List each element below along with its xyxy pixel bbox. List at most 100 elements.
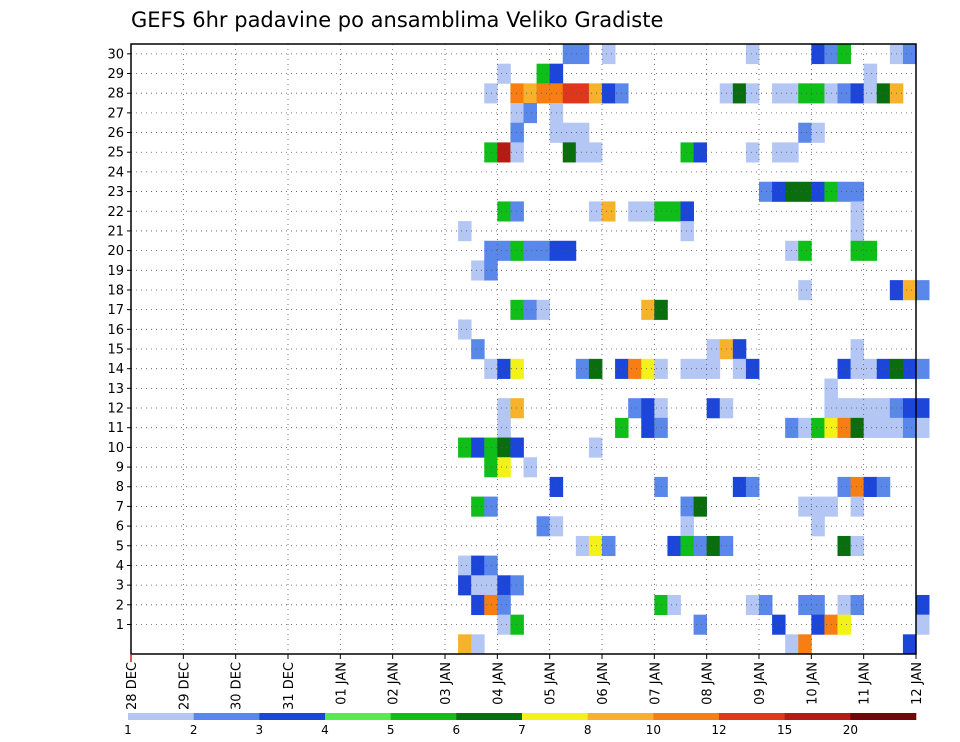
cell-68 (628, 201, 642, 222)
cell-209 (745, 594, 760, 616)
legend-label-8: 8 (584, 723, 592, 737)
x-tick-label-8: 05 JAN (544, 662, 559, 705)
cell-212 (811, 594, 825, 616)
cell-201 (484, 575, 498, 596)
cell-117 (732, 358, 747, 379)
cell-225 (471, 634, 485, 655)
legend-swatch-10 (784, 713, 851, 720)
cell-64 (497, 201, 511, 222)
cell-179 (811, 496, 825, 517)
cell-206 (497, 594, 511, 616)
cell-215 (916, 594, 930, 616)
cell-161 (510, 437, 524, 458)
cell-178 (798, 496, 812, 517)
y-tick-label-6: 6 (116, 520, 124, 535)
cell-151 (850, 417, 865, 438)
cell-213 (837, 594, 851, 616)
cell-12 (863, 63, 878, 84)
legend-label-5: 5 (387, 723, 395, 737)
y-tick-label-25: 25 (107, 146, 124, 161)
y-tick-label-5: 5 (116, 539, 124, 554)
cell-1 (575, 44, 590, 65)
cell-142 (497, 417, 511, 438)
cell-118 (745, 358, 760, 379)
y-tick-label-8: 8 (116, 480, 124, 495)
legend-label-15: 15 (777, 723, 792, 737)
grid-lines (131, 44, 916, 654)
cell-135 (837, 398, 851, 419)
cell-172 (863, 476, 878, 497)
x-tick-label-3: 31 DEC (282, 662, 297, 710)
cell-197 (471, 555, 485, 576)
cell-48 (562, 142, 577, 163)
cell-31 (837, 83, 851, 104)
legend-swatch-1 (193, 713, 260, 720)
cell-169 (745, 476, 760, 497)
y-tick-label-17: 17 (107, 303, 124, 318)
cell-190 (680, 535, 694, 557)
cell-144 (641, 417, 655, 438)
cell-4 (811, 44, 825, 65)
cell-95 (523, 299, 537, 320)
y-tick-label-18: 18 (107, 283, 124, 298)
cell-130 (641, 398, 655, 419)
legend-label-1: 1 (124, 723, 132, 737)
legend-swatch-5 (456, 713, 523, 720)
cell-173 (876, 476, 891, 497)
cell-42 (575, 122, 590, 143)
legend-label-7: 7 (518, 723, 526, 737)
cell-72 (680, 201, 694, 222)
cell-204 (471, 594, 485, 616)
legend-swatch-0 (128, 713, 194, 720)
cell-114 (680, 358, 694, 379)
cell-219 (772, 614, 786, 635)
x-tick-label-13: 10 JAN (805, 662, 820, 705)
cell-210 (759, 594, 773, 616)
cell-187 (588, 535, 603, 557)
y-tick-label-9: 9 (116, 461, 124, 476)
cell-111 (628, 358, 642, 379)
cell-92 (902, 280, 917, 301)
cell-96 (536, 299, 551, 320)
cell-129 (628, 398, 642, 419)
cell-156 (916, 417, 930, 438)
x-tick-label-10: 07 JAN (648, 662, 663, 705)
cell-25 (745, 83, 760, 104)
cell-77 (484, 240, 498, 261)
cell-148 (811, 417, 825, 438)
x-tick-label-5: 02 JAN (387, 662, 402, 705)
legend-swatch-9 (719, 713, 785, 720)
legend-swatch-7 (587, 713, 654, 720)
cell-112 (641, 358, 655, 379)
cell-163 (484, 457, 498, 478)
legend-label-4: 4 (321, 723, 329, 737)
x-tick-label-11: 08 JAN (701, 662, 716, 705)
cell-97 (641, 299, 655, 320)
cell-192 (706, 535, 721, 557)
cell-191 (693, 535, 708, 557)
cell-39 (510, 122, 524, 143)
cell-45 (484, 142, 498, 163)
y-tick-label-20: 20 (107, 244, 124, 259)
y-tick-label-28: 28 (107, 87, 124, 102)
cell-2 (602, 44, 616, 65)
cell-157 (458, 437, 472, 458)
cell-80 (523, 240, 537, 261)
cell-33 (863, 83, 878, 104)
cell-24 (732, 83, 747, 104)
cell-73 (850, 201, 865, 222)
x-tick-label-12: 09 JAN (753, 662, 768, 705)
legend-swatch-8 (653, 713, 720, 720)
y-tick-label-16: 16 (107, 323, 124, 338)
cell-51 (680, 142, 694, 163)
x-tick-label-9: 06 JAN (596, 662, 611, 705)
cell-170 (837, 476, 851, 497)
cell-34 (876, 83, 891, 104)
cell-174 (471, 496, 485, 517)
cell-44 (811, 122, 825, 143)
cell-223 (916, 614, 930, 635)
cell-165 (523, 457, 537, 478)
cell-125 (916, 358, 930, 379)
cell-36 (510, 103, 524, 124)
legend-label-2: 2 (190, 723, 198, 737)
